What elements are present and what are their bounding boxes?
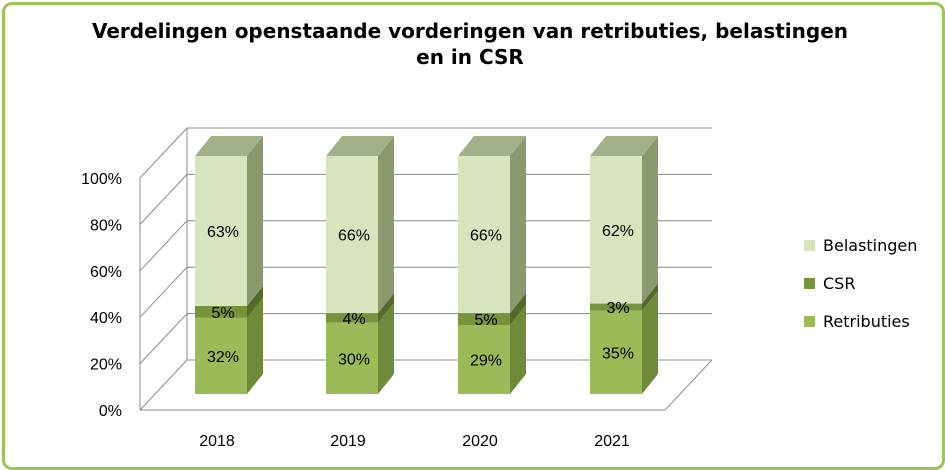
legend-item: Retributies	[804, 302, 917, 340]
bar-side-belastingen	[378, 136, 394, 314]
data-label: 62%	[602, 223, 634, 240]
data-label: 3%	[606, 300, 629, 317]
data-label: 5%	[474, 312, 497, 329]
bar-side-belastingen	[510, 136, 526, 314]
bar-segment-csr	[458, 313, 510, 325]
gridline-side	[139, 359, 188, 411]
y-tick-label: 40%	[90, 310, 122, 327]
legend-swatch	[804, 277, 815, 289]
data-label: 30%	[338, 351, 370, 368]
bar-segment-belastingen	[326, 156, 378, 314]
bar-side-retributies	[642, 290, 658, 394]
gridline-side	[139, 313, 188, 364]
legend-label: Retributies	[823, 311, 910, 331]
floor-right-edge	[664, 359, 713, 411]
data-label: 35%	[602, 345, 634, 362]
gridline-side	[139, 220, 188, 272]
data-label: 29%	[470, 352, 502, 369]
data-label: 66%	[470, 228, 502, 245]
y-tick-label: 80%	[90, 217, 122, 234]
bar-top	[458, 136, 526, 156]
y-tick-label: 0%	[99, 403, 122, 420]
legend-label: CSR	[823, 273, 856, 293]
gridline-side	[139, 127, 188, 179]
bar-top	[195, 136, 263, 156]
data-label: 4%	[342, 311, 365, 328]
bar-segment-csr	[195, 305, 247, 318]
bar-segment-csr	[326, 313, 378, 323]
data-label: 63%	[207, 224, 239, 241]
x-tick-label: 2020	[462, 433, 498, 450]
y-tick-label: 100%	[81, 171, 122, 188]
bar-segment-belastingen	[458, 156, 510, 314]
legend-swatch	[804, 315, 815, 327]
bar-segment-retributies	[326, 322, 378, 394]
bar-side-retributies	[247, 297, 263, 394]
bar-segment-csr	[590, 303, 642, 311]
bar-segment-belastingen	[590, 156, 642, 304]
x-tick-label: 2019	[330, 433, 366, 450]
bar-segment-retributies	[590, 310, 642, 394]
data-label: 32%	[207, 349, 239, 366]
bar-side-csr	[510, 293, 526, 325]
bar-segment-retributies	[195, 317, 247, 394]
bar-segment-retributies	[458, 324, 510, 394]
x-tick-label: 2018	[199, 433, 235, 450]
legend-item: Belastingen	[804, 226, 917, 264]
bar-segment-belastingen	[195, 156, 247, 306]
bar-side-csr	[247, 285, 263, 318]
bar-side-retributies	[378, 302, 394, 394]
bar-side-belastingen	[642, 136, 658, 304]
bar-side-retributies	[510, 304, 526, 394]
gridline-side	[139, 174, 188, 225]
legend-label: Belastingen	[823, 235, 918, 255]
gridline-side	[139, 266, 188, 318]
chart-title: Verdelingen openstaande vorderingen van …	[91, 19, 849, 69]
data-label: 66%	[338, 228, 370, 245]
x-tick-label: 2021	[594, 433, 630, 450]
chart-legend: Belastingen CSR Retributies	[804, 226, 917, 340]
bar-side-belastingen	[247, 136, 263, 306]
bar-top	[590, 136, 658, 156]
legend-item: CSR	[804, 264, 917, 302]
data-label: 5%	[211, 305, 234, 322]
legend-swatch	[804, 239, 815, 251]
y-tick-label: 60%	[90, 264, 122, 281]
bar-side-csr	[642, 283, 658, 311]
bar-top	[326, 136, 394, 156]
y-tick-label: 20%	[90, 357, 122, 374]
bar-side-csr	[378, 293, 394, 323]
